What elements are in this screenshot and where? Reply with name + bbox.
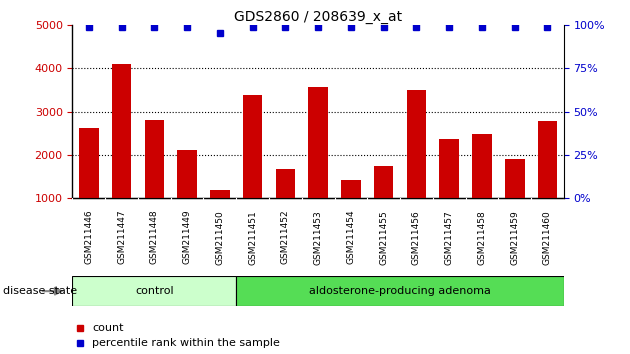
- Bar: [341, 179, 361, 198]
- Bar: [505, 159, 525, 198]
- Bar: [275, 169, 295, 198]
- Bar: [374, 166, 394, 198]
- Text: GSM211449: GSM211449: [183, 210, 192, 264]
- Text: disease state: disease state: [3, 286, 77, 296]
- Text: GSM211452: GSM211452: [281, 210, 290, 264]
- Bar: [243, 95, 263, 198]
- Text: percentile rank within the sample: percentile rank within the sample: [92, 338, 280, 348]
- Title: GDS2860 / 208639_x_at: GDS2860 / 208639_x_at: [234, 10, 402, 24]
- Bar: [79, 127, 99, 198]
- Bar: [537, 121, 558, 198]
- Text: GSM211451: GSM211451: [248, 210, 257, 264]
- Text: GSM211446: GSM211446: [84, 210, 93, 264]
- Bar: [72, 276, 236, 306]
- Text: aldosterone-producing adenoma: aldosterone-producing adenoma: [309, 286, 491, 296]
- Text: GSM211448: GSM211448: [150, 210, 159, 264]
- Text: GSM211460: GSM211460: [543, 210, 552, 264]
- Bar: [210, 190, 230, 198]
- Bar: [439, 139, 459, 198]
- Bar: [112, 64, 132, 198]
- Text: GSM211455: GSM211455: [379, 210, 388, 264]
- Text: GSM211456: GSM211456: [412, 210, 421, 264]
- Text: GSM211454: GSM211454: [346, 210, 355, 264]
- Text: GSM211450: GSM211450: [215, 210, 224, 264]
- Bar: [406, 90, 427, 198]
- Text: control: control: [135, 286, 174, 296]
- Bar: [144, 120, 164, 198]
- Text: GSM211458: GSM211458: [478, 210, 486, 264]
- Bar: [308, 87, 328, 198]
- Text: count: count: [92, 322, 123, 332]
- Text: GSM211453: GSM211453: [314, 210, 323, 264]
- Bar: [472, 133, 492, 198]
- Text: GSM211459: GSM211459: [510, 210, 519, 264]
- Text: GSM211457: GSM211457: [445, 210, 454, 264]
- Text: GSM211447: GSM211447: [117, 210, 126, 264]
- Bar: [236, 276, 564, 306]
- Bar: [177, 150, 197, 198]
